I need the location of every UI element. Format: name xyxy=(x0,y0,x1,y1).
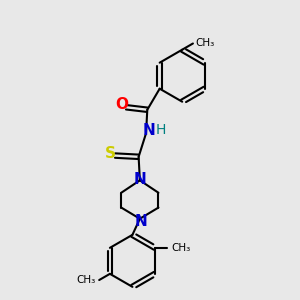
Text: CH₃: CH₃ xyxy=(76,275,95,285)
Text: N: N xyxy=(135,214,148,229)
Text: N: N xyxy=(142,123,155,138)
Text: O: O xyxy=(115,97,128,112)
Text: CH₃: CH₃ xyxy=(171,243,190,253)
Text: H: H xyxy=(156,123,166,136)
Text: CH₃: CH₃ xyxy=(195,38,215,49)
Text: S: S xyxy=(105,146,116,160)
Text: N: N xyxy=(134,172,146,187)
